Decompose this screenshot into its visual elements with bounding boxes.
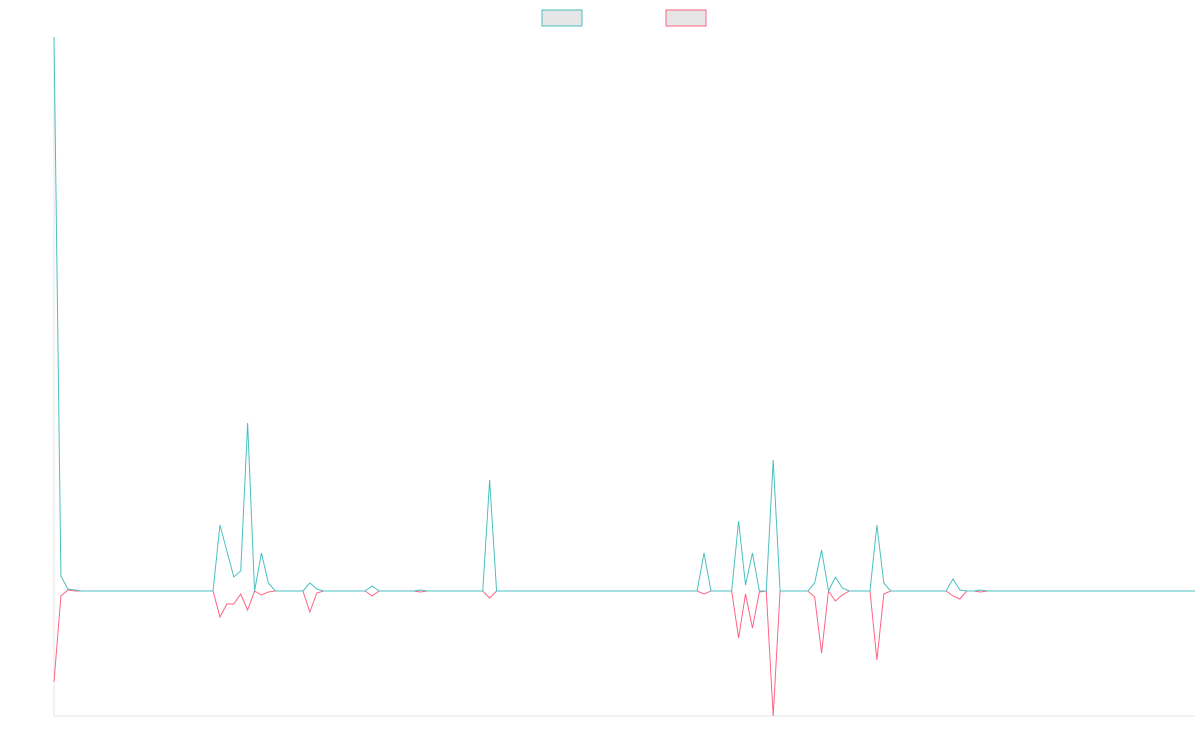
legend-swatch[interactable] <box>541 9 583 27</box>
legend-swatch[interactable] <box>665 9 707 27</box>
line-series <box>53 36 1195 593</box>
line-series <box>53 589 1195 717</box>
